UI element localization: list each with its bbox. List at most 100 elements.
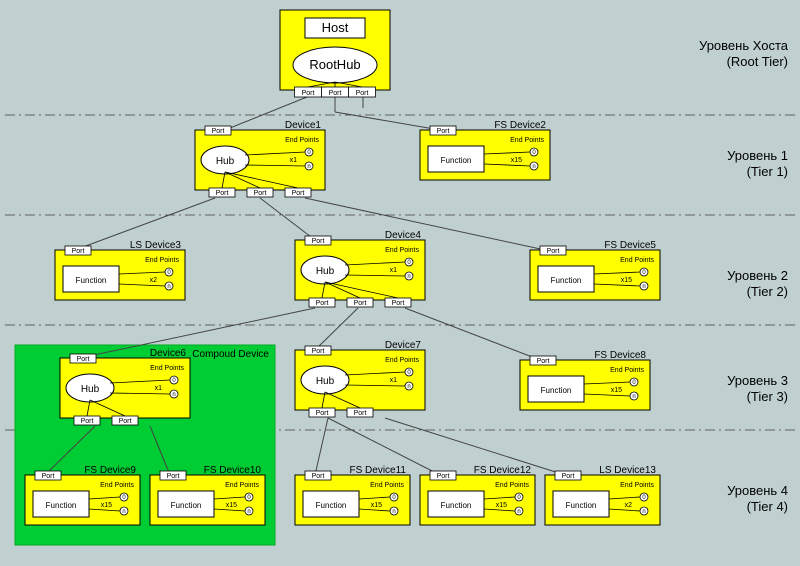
svg-text:Уровень 3: Уровень 3 <box>727 373 788 388</box>
svg-text:Function: Function <box>541 386 572 395</box>
svg-text:(Tier 3): (Tier 3) <box>747 389 788 404</box>
node-d7: Device7PortEnd Points0nx1HubPortPort <box>295 340 425 417</box>
svg-text:Уровень 2: Уровень 2 <box>727 268 788 283</box>
svg-text:Port: Port <box>437 128 450 135</box>
svg-text:Hub: Hub <box>216 156 235 167</box>
svg-text:End Points: End Points <box>100 482 134 489</box>
svg-text:Function: Function <box>171 501 202 510</box>
node-d11: FS Device11PortEnd Points0nx15Function <box>295 465 410 525</box>
svg-text:Hub: Hub <box>81 384 100 395</box>
svg-text:x1: x1 <box>290 157 298 164</box>
node-d13: LS Device13PortEnd Points0nx2Function <box>545 465 660 525</box>
node-title: Device4 <box>385 230 422 241</box>
svg-text:n: n <box>407 384 410 390</box>
svg-text:Port: Port <box>312 473 325 480</box>
svg-text:Port: Port <box>212 128 225 135</box>
svg-text:End Points: End Points <box>385 247 419 254</box>
svg-text:x1: x1 <box>390 377 398 384</box>
svg-text:Port: Port <box>72 248 85 255</box>
node-title: LS Device3 <box>130 240 182 251</box>
svg-text:(Root Tier): (Root Tier) <box>727 54 788 69</box>
node-title: FS Device11 <box>349 465 406 476</box>
svg-text:Hub: Hub <box>316 266 335 277</box>
host-node: HostRootHubPortPortPort <box>280 10 390 97</box>
svg-text:Port: Port <box>562 473 575 480</box>
svg-text:(Tier 1): (Tier 1) <box>747 164 788 179</box>
svg-text:Compoud Device: Compoud Device <box>192 349 269 360</box>
svg-text:Hub: Hub <box>316 376 335 387</box>
node-title: Device1 <box>285 120 322 131</box>
svg-text:Port: Port <box>547 248 560 255</box>
svg-text:Function: Function <box>316 501 347 510</box>
svg-text:Function: Function <box>441 501 472 510</box>
svg-text:Function: Function <box>566 501 597 510</box>
svg-text:n: n <box>642 284 645 290</box>
svg-text:x15: x15 <box>611 387 622 394</box>
svg-text:End Points: End Points <box>495 482 529 489</box>
node-title: FS Device10 <box>204 465 262 476</box>
svg-text:Function: Function <box>76 276 107 285</box>
svg-text:End Points: End Points <box>510 137 544 144</box>
svg-text:Port: Port <box>77 356 90 363</box>
svg-text:Port: Port <box>354 410 367 417</box>
svg-text:x15: x15 <box>226 502 237 509</box>
svg-text:Уровень 1: Уровень 1 <box>727 148 788 163</box>
svg-text:x1: x1 <box>390 267 398 274</box>
host-label: Host <box>322 20 349 35</box>
svg-text:n: n <box>632 394 635 400</box>
svg-text:(Tier 4): (Tier 4) <box>747 499 788 514</box>
svg-text:n: n <box>407 274 410 280</box>
node-title: FS Device12 <box>474 465 532 476</box>
svg-text:Port: Port <box>316 300 329 307</box>
svg-text:End Points: End Points <box>370 482 404 489</box>
svg-text:Port: Port <box>119 418 132 425</box>
svg-text:(Tier 2): (Tier 2) <box>747 284 788 299</box>
svg-text:n: n <box>532 164 535 170</box>
svg-text:Port: Port <box>316 410 329 417</box>
node-title: FS Device2 <box>494 120 546 131</box>
node-title: FS Device9 <box>84 465 136 476</box>
svg-text:Port: Port <box>292 190 305 197</box>
node-title: FS Device5 <box>604 240 656 251</box>
svg-text:x15: x15 <box>511 157 522 164</box>
svg-text:Port: Port <box>167 473 180 480</box>
node-d4: Device4PortEnd Points0nx1HubPortPortPort <box>295 230 425 307</box>
svg-text:Port: Port <box>254 190 267 197</box>
svg-text:Port: Port <box>354 300 367 307</box>
svg-text:n: n <box>642 509 645 515</box>
svg-text:Function: Function <box>551 276 582 285</box>
svg-text:Уровень 4: Уровень 4 <box>727 483 788 498</box>
svg-text:x15: x15 <box>101 502 112 509</box>
node-title: LS Device13 <box>599 465 656 476</box>
svg-text:End Points: End Points <box>610 367 644 374</box>
svg-text:x1: x1 <box>155 385 163 392</box>
roothub-label: RootHub <box>309 57 360 72</box>
svg-text:End Points: End Points <box>385 357 419 364</box>
svg-text:n: n <box>167 284 170 290</box>
svg-text:Port: Port <box>437 473 450 480</box>
node-d12: FS Device12PortEnd Points0nx15Function <box>420 465 535 525</box>
svg-text:n: n <box>307 164 310 170</box>
svg-text:Port: Port <box>312 348 325 355</box>
node-title: Device6 <box>150 348 187 359</box>
svg-text:Уровень Хоста: Уровень Хоста <box>699 38 789 53</box>
svg-text:Port: Port <box>81 418 94 425</box>
svg-text:Port: Port <box>216 190 229 197</box>
svg-text:Port: Port <box>392 300 405 307</box>
svg-text:x15: x15 <box>621 277 632 284</box>
svg-text:x2: x2 <box>625 502 633 509</box>
svg-text:x15: x15 <box>496 502 507 509</box>
svg-text:Function: Function <box>46 501 77 510</box>
node-d10: FS Device10PortEnd Points0nx15Function <box>150 465 265 525</box>
svg-text:Port: Port <box>329 90 342 97</box>
node-d6: Device6PortEnd Points0nx1HubPortPort <box>60 348 190 425</box>
svg-text:Function: Function <box>441 156 472 165</box>
svg-text:Port: Port <box>537 358 550 365</box>
svg-text:n: n <box>392 509 395 515</box>
svg-text:n: n <box>247 509 250 515</box>
node-d1: Device1PortEnd Points0nx1HubPortPortPort <box>195 120 325 197</box>
svg-text:x15: x15 <box>371 502 382 509</box>
svg-text:End Points: End Points <box>145 257 179 264</box>
svg-text:n: n <box>517 509 520 515</box>
svg-text:End Points: End Points <box>620 257 654 264</box>
